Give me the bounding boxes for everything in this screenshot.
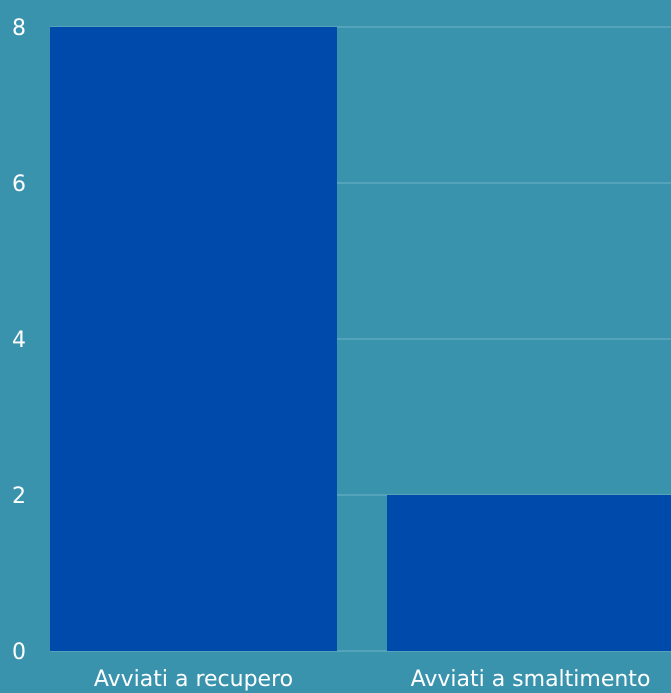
y-tick-label-6: 6 [12,172,26,197]
y-tick-label-8: 8 [12,16,26,41]
bar-2 [387,495,671,651]
x-category-label-1: Avviati a recupero [94,667,293,692]
y-axis-ticks: 0 2 4 6 8 [12,16,26,665]
bar-1 [50,27,337,651]
x-category-label-2: Avviati a smaltimento [411,667,651,692]
y-tick-label-4: 4 [12,328,26,353]
y-tick-label-2: 2 [12,484,26,509]
bars-group [50,27,671,651]
y-tick-label-0: 0 [12,640,26,665]
x-axis-labels: Avviati a recupero Avviati a smaltimento [94,667,651,692]
